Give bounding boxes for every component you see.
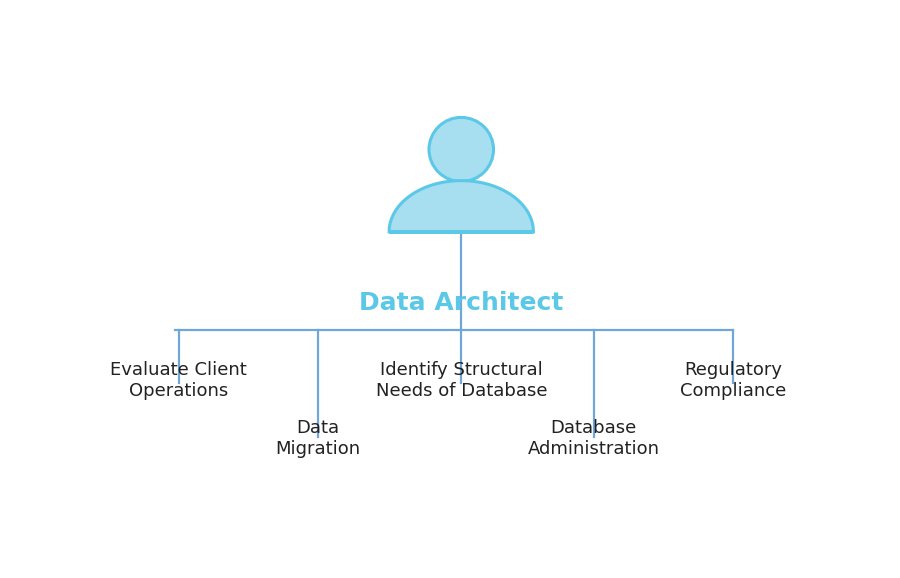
Text: Database
Administration: Database Administration — [527, 418, 660, 458]
Text: Evaluate Client
Operations: Evaluate Client Operations — [111, 361, 248, 399]
Polygon shape — [389, 181, 534, 232]
Text: Regulatory
Compliance: Regulatory Compliance — [680, 361, 787, 399]
Text: Identify Structural
Needs of Database: Identify Structural Needs of Database — [375, 361, 547, 399]
Text: Data Architect: Data Architect — [359, 291, 563, 315]
Ellipse shape — [429, 117, 493, 181]
Text: Data
Migration: Data Migration — [275, 418, 361, 458]
